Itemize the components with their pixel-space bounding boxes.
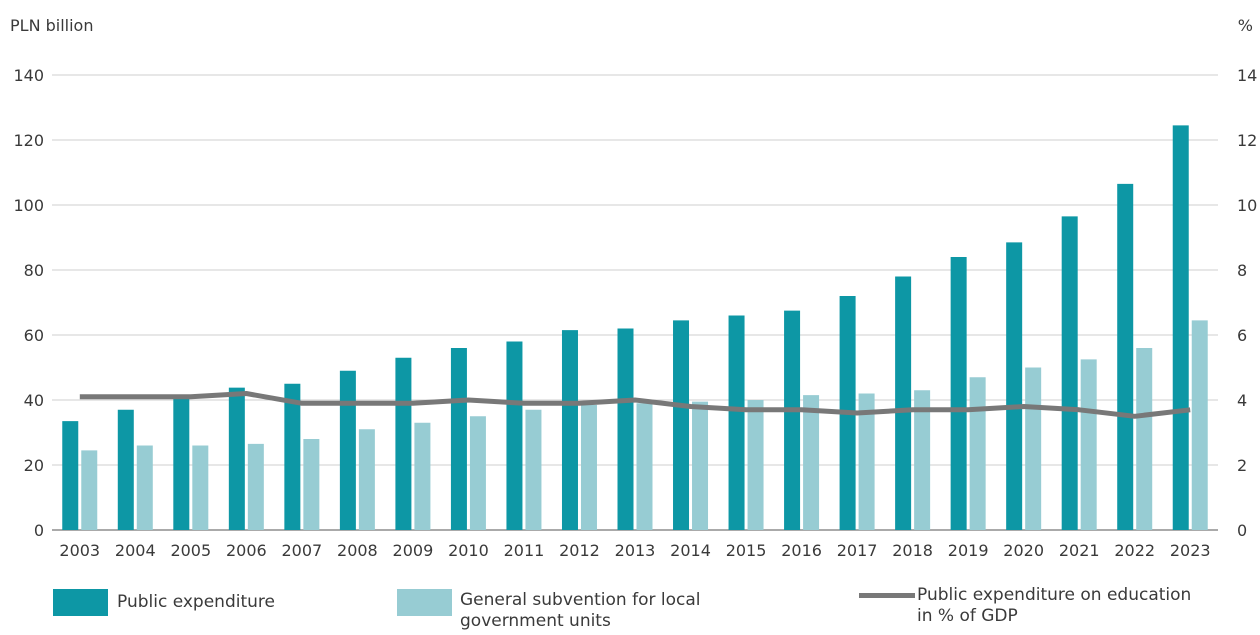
right-axis-unit: %	[1238, 16, 1253, 35]
left-axis-ticks: 0 20 40 60 80 100 120 140	[13, 66, 44, 540]
bar-general-subvention	[747, 400, 764, 530]
bar-general-subvention	[692, 401, 709, 530]
x-tick-label: 2016	[781, 541, 822, 560]
right-tick-label: 14	[1237, 66, 1257, 85]
bar-general-subvention	[303, 439, 320, 530]
x-tick-label: 2004	[115, 541, 156, 560]
bar-public-expenditure	[1172, 125, 1189, 530]
bar-general-subvention	[1080, 359, 1097, 530]
bar-public-expenditure	[561, 330, 578, 530]
right-axis-ticks: 0 2 4 6 8 10 12 14	[1237, 66, 1257, 540]
legend-swatch-public-expenditure	[53, 589, 108, 616]
bar-general-subvention	[247, 443, 264, 530]
x-tick-label: 2015	[726, 541, 767, 560]
bar-public-expenditure	[450, 348, 467, 530]
bar-public-expenditure	[62, 421, 79, 530]
x-tick-label: 2008	[337, 541, 378, 560]
left-tick-label: 40	[24, 391, 44, 410]
right-tick-label: 4	[1237, 391, 1247, 410]
bar-public-expenditure	[228, 387, 245, 530]
x-tick-label: 2011	[504, 541, 545, 560]
bar-public-expenditure	[895, 276, 912, 530]
bar-general-subvention	[1136, 348, 1153, 530]
x-tick-label: 2014	[670, 541, 711, 560]
x-tick-label: 2003	[59, 541, 100, 560]
left-axis-unit: PLN billion	[10, 16, 93, 35]
x-tick-label: 2023	[1170, 541, 1211, 560]
left-tick-label: 140	[13, 66, 44, 85]
chart: PLN billion % 0 20 40 60 80 100 120 140 0 2 4 6 8 10…	[10, 16, 1257, 560]
x-tick-label: 2012	[559, 541, 600, 560]
bar-public-expenditure	[284, 383, 301, 530]
bar-public-expenditure	[673, 320, 690, 530]
legend-swatch-gdp-share	[859, 593, 915, 598]
right-tick-label: 0	[1237, 521, 1247, 540]
bar-general-subvention	[1025, 367, 1042, 530]
bar-public-expenditure	[950, 257, 967, 530]
bar-general-subvention	[580, 404, 597, 530]
bar-general-subvention	[636, 403, 653, 530]
bar-public-expenditure	[1006, 242, 1023, 530]
bar-public-expenditure	[395, 357, 412, 530]
bar-general-subvention	[469, 416, 486, 530]
x-tick-label: 2010	[448, 541, 489, 560]
right-tick-label: 10	[1237, 196, 1257, 215]
x-tick-label: 2020	[1003, 541, 1044, 560]
bar-general-subvention	[1191, 320, 1208, 530]
x-tick-label: 2007	[281, 541, 322, 560]
bar-public-expenditure	[339, 370, 356, 530]
left-tick-label: 100	[13, 196, 44, 215]
left-tick-label: 80	[24, 261, 44, 280]
bar-general-subvention	[192, 445, 209, 530]
left-tick-label: 120	[13, 131, 44, 150]
right-tick-label: 6	[1237, 326, 1247, 345]
bar-general-subvention	[525, 409, 542, 530]
bar-general-subvention	[358, 429, 375, 530]
right-tick-label: 2	[1237, 456, 1247, 475]
x-tick-label: 2006	[226, 541, 267, 560]
bar-general-subvention	[803, 395, 820, 530]
left-tick-label: 0	[34, 521, 44, 540]
bar-general-subvention	[81, 450, 98, 530]
bar-public-expenditure	[1061, 216, 1078, 530]
x-tick-label: 2021	[1059, 541, 1100, 560]
bar-public-expenditure	[728, 315, 745, 530]
x-tick-label: 2009	[393, 541, 434, 560]
legend-label-general-subvention: General subvention for local government …	[460, 590, 701, 631]
bar-public-expenditure	[117, 409, 134, 530]
x-tick-label: 2019	[948, 541, 989, 560]
legend-swatch-general-subvention	[397, 589, 452, 616]
bar-public-expenditure	[173, 398, 190, 530]
gridlines	[52, 74, 1218, 531]
legend-label-gdp-share: Public expenditure on education in % of …	[917, 585, 1192, 626]
line-gdp-share	[79, 391, 1191, 419]
gdp-share-line	[79, 391, 1191, 419]
bar-general-subvention	[858, 393, 875, 530]
bar-general-subvention	[914, 390, 931, 530]
bar-general-subvention	[969, 377, 986, 530]
legend-label-public-expenditure: Public expenditure	[117, 592, 275, 612]
right-tick-label: 8	[1237, 261, 1247, 280]
bar-public-expenditure	[617, 328, 634, 530]
bars	[62, 125, 1208, 530]
x-tick-label: 2005	[170, 541, 211, 560]
x-axis-ticks: 2003 2004 2005 2006 2007 2008 2009 2010 2011 2012…	[59, 541, 1210, 560]
x-tick-label: 2018	[892, 541, 933, 560]
left-tick-label: 60	[24, 326, 44, 345]
x-tick-label: 2017	[837, 541, 878, 560]
bar-general-subvention	[136, 445, 153, 530]
bar-general-subvention	[414, 422, 431, 530]
legend: Public expenditure General subvention fo…	[0, 585, 1260, 635]
left-tick-label: 20	[24, 456, 44, 475]
bar-public-expenditure	[506, 341, 523, 530]
bar-public-expenditure	[784, 310, 801, 530]
x-tick-label: 2013	[615, 541, 656, 560]
bar-public-expenditure	[1117, 183, 1134, 530]
right-tick-label: 12	[1237, 131, 1257, 150]
x-tick-label: 2022	[1114, 541, 1155, 560]
